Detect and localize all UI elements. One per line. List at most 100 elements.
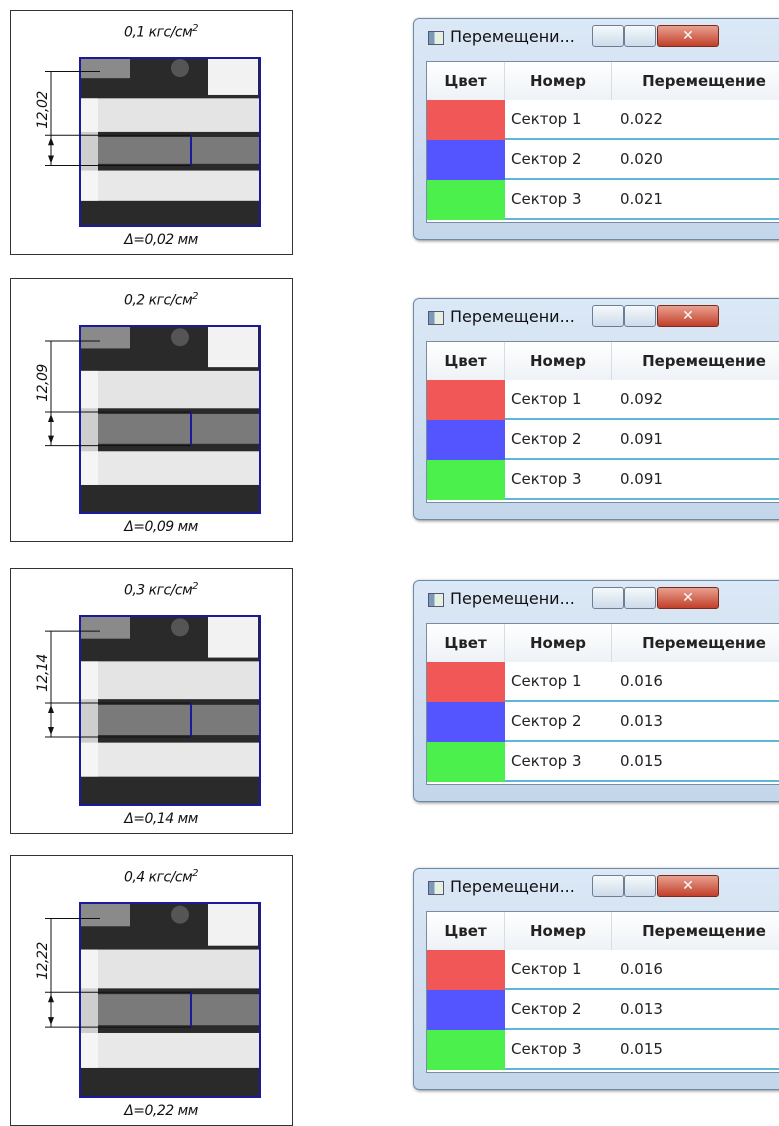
close-button[interactable]: ✕ — [657, 875, 719, 897]
color-swatch — [427, 662, 505, 702]
photo-edge — [80, 950, 98, 1068]
color-swatch — [427, 380, 505, 420]
sector-cell: Сектор 2 — [505, 420, 612, 460]
window-icon — [428, 593, 444, 607]
photo-edge — [80, 98, 98, 200]
photo-patch — [208, 326, 258, 367]
photo-band — [80, 98, 260, 132]
sector-cell: Сектор 1 — [505, 380, 612, 420]
minimize-button[interactable] — [592, 25, 624, 47]
column-header: Цвет — [427, 912, 505, 950]
drawing-panel: 0,4 кгс/см212,22Δ=0,22 мм — [10, 855, 293, 1126]
displacement-cell: 0.016 — [612, 662, 779, 702]
photo-edge — [80, 661, 98, 776]
window-icon — [428, 311, 444, 325]
delta-label: Δ=0,09 мм — [11, 519, 311, 535]
window-title: Перемещени... — [450, 589, 575, 608]
photo-patch — [208, 616, 258, 658]
color-swatch — [427, 100, 505, 140]
photo-edge — [80, 371, 98, 485]
maximize-button[interactable] — [624, 25, 656, 47]
column-header: Номер — [505, 912, 612, 950]
displacement-cell: 0.091 — [612, 460, 779, 500]
displacement-cell: 0.021 — [612, 180, 779, 220]
photo-sketch — [11, 279, 292, 541]
photo-sketch — [11, 569, 292, 833]
photo-patch — [80, 616, 130, 639]
sector-cell: Сектор 2 — [505, 702, 612, 742]
displacement-cell: 0.013 — [612, 702, 779, 742]
displacement-cell: 0.015 — [612, 1030, 779, 1070]
color-swatch — [427, 420, 505, 460]
color-swatch — [427, 460, 505, 500]
column-header: Перемещение — [612, 912, 779, 950]
photo-screw — [171, 59, 189, 77]
color-swatch — [427, 180, 505, 220]
color-swatch — [427, 702, 505, 742]
dimension-label: 12,09 — [35, 353, 51, 413]
sector-cell: Сектор 3 — [505, 742, 612, 782]
displacement-cell: 0.013 — [612, 990, 779, 1030]
displacement-cell: 0.092 — [612, 380, 779, 420]
color-swatch — [427, 742, 505, 782]
sector-cell: Сектор 3 — [505, 1030, 612, 1070]
displacement-cell: 0.016 — [612, 950, 779, 990]
maximize-button[interactable] — [624, 875, 656, 897]
color-swatch — [427, 140, 505, 180]
column-header: Номер — [505, 62, 612, 100]
sector-cell: Сектор 2 — [505, 140, 612, 180]
maximize-button[interactable] — [624, 305, 656, 327]
photo-sketch — [11, 856, 292, 1125]
column-header: Номер — [505, 624, 612, 662]
column-header: Цвет — [427, 342, 505, 380]
photo-band — [80, 1033, 260, 1068]
sector-cell: Сектор 1 — [505, 100, 612, 140]
delta-label: Δ=0,22 мм — [11, 1103, 311, 1119]
displacement-cell: 0.022 — [612, 100, 779, 140]
color-swatch — [427, 950, 505, 990]
maximize-button[interactable] — [624, 587, 656, 609]
column-header: Цвет — [427, 624, 505, 662]
delta-label: Δ=0,14 мм — [11, 811, 311, 827]
table: ЦветНомерПеремещениеСектор 10.016Сектор … — [426, 623, 779, 785]
minimize-button[interactable] — [592, 305, 624, 327]
photo-strip — [98, 994, 260, 1025]
close-button[interactable]: ✕ — [657, 305, 719, 327]
column-header: Перемещение — [612, 62, 779, 100]
sector-cell: Сектор 3 — [505, 180, 612, 220]
column-header: Цвет — [427, 62, 505, 100]
photo-strip — [98, 414, 260, 444]
displacement-cell: 0.015 — [612, 742, 779, 782]
window-icon — [428, 31, 444, 45]
photo-band — [80, 171, 260, 201]
column-header: Перемещение — [612, 342, 779, 380]
color-swatch — [427, 990, 505, 1030]
sector-cell: Сектор 3 — [505, 460, 612, 500]
photo-band — [80, 743, 260, 777]
photo-band — [80, 371, 260, 408]
window-title: Перемещени... — [450, 877, 575, 896]
window-title: Перемещени... — [450, 307, 575, 326]
page: 0,1 кгс/см212,02Δ=0,02 ммПеремещени...✕Ц… — [0, 0, 779, 1124]
photo-screw — [171, 906, 189, 924]
color-swatch — [427, 1030, 505, 1070]
close-button[interactable]: ✕ — [657, 25, 719, 47]
window-icon — [428, 881, 444, 895]
photo-band — [80, 661, 260, 699]
minimize-button[interactable] — [592, 875, 624, 897]
dimension-label: 12,22 — [35, 931, 51, 991]
displacement-cell: 0.091 — [612, 420, 779, 460]
close-button[interactable]: ✕ — [657, 587, 719, 609]
minimize-button[interactable] — [592, 587, 624, 609]
photo-band — [80, 451, 260, 485]
dimension-label: 12,14 — [35, 643, 51, 703]
column-header: Номер — [505, 342, 612, 380]
photo-patch — [80, 326, 130, 348]
sector-cell: Сектор 1 — [505, 950, 612, 990]
